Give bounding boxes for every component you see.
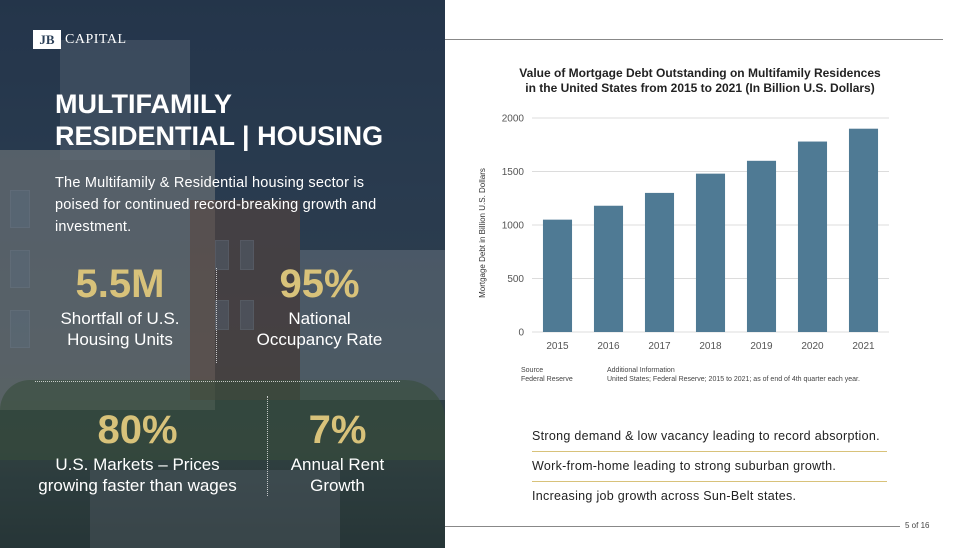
chart-x-ticks: 2015 2016 2017 2018 2019 2020 2021 [546,341,875,352]
bar-2019 [746,160,777,332]
divider [216,268,217,363]
intro-text: The Multifamily & Residential housing se… [55,175,377,235]
stat-rent-growth: 7% Annual Rent Growth [275,408,400,496]
bar-2020 [797,141,828,332]
trees [0,380,445,460]
y-tick-label: 2000 [502,114,525,125]
building-silhouette-right [300,250,445,400]
bar-2017 [644,192,675,332]
x-tick-label: 2021 [852,341,875,352]
x-tick-label: 2019 [750,341,773,352]
x-tick-label: 2015 [546,341,569,352]
logo-text: CAPITAL [65,31,127,47]
y-tick-label: 1000 [502,221,525,232]
x-tick-label: 2017 [648,341,671,352]
bar-2018 [695,173,726,332]
stat-label: National Occupancy Rate [256,309,383,349]
page-number: 5 of 16 [905,521,930,530]
stat-label: Annual Rent Growth [290,455,385,495]
bullet-job-growth: Increasing job growth across Sun-Belt st… [532,489,797,503]
building-silhouette-center [190,200,300,400]
stat-price-growth: 80% U.S. Markets – Prices growing faster… [15,408,260,496]
bar-2015 [542,219,573,332]
stat-label: Shortfall of U.S. Housing Units [60,309,180,349]
chart-y-ticks: 0 500 1000 1500 2000 [502,114,525,339]
bar-2016 [593,205,624,332]
bullet-demand: Strong demand & low vacancy leading to r… [532,429,887,452]
x-tick-label: 2018 [699,341,722,352]
hero-panel: JB CAPITAL MULTIFAMILY RESIDENTIAL | HOU… [0,0,445,548]
source-value: Federal Reserve [521,376,573,383]
y-tick-label: 0 [518,328,524,339]
stat-occupancy-rate: 95% National Occupancy Rate [232,262,407,350]
logo-mark: JB [33,30,61,49]
x-tick-label: 2016 [597,341,620,352]
building-roofline [60,40,190,160]
pathway [90,470,340,548]
additional-info-label: Additional Information [607,367,675,374]
additional-info-value: United States; Federal Reserve; 2015 to … [607,376,860,383]
y-axis-label: Mortgage Debt in Billion U.S. Dollars [478,168,487,298]
stat-housing-shortfall: 5.5M Shortfall of U.S. Housing Units [40,262,200,350]
top-rule [445,39,943,40]
building-silhouette-left [0,150,215,410]
stat-label: U.S. Markets – Prices growing faster tha… [38,455,237,495]
divider [267,396,268,496]
bullet-wfh: Work-from-home leading to strong suburba… [532,459,887,482]
divider [35,381,400,382]
stat-value: 80% [97,408,178,452]
mortgage-debt-bar-chart: 0 500 1000 1500 2000 2015 2016 2017 2018 2019 202… [478,114,889,352]
company-logo: JB CAPITAL [33,30,127,49]
page-title: MULTIFAMILY RESIDENTIAL | HOUSING [55,89,384,151]
bottom-rule [445,526,900,527]
bar-2021 [848,128,879,332]
y-tick-label: 500 [507,274,524,285]
stat-value: 95% [279,262,360,306]
chart-title: Value of Mortgage Debt Outstanding on Mu… [519,66,881,95]
stat-value: 5.5M [75,262,165,306]
stat-value: 7% [308,408,367,452]
source-label: Source [521,367,544,374]
y-tick-label: 1500 [502,167,525,178]
x-tick-label: 2020 [801,341,824,352]
chart-bars [542,128,879,332]
